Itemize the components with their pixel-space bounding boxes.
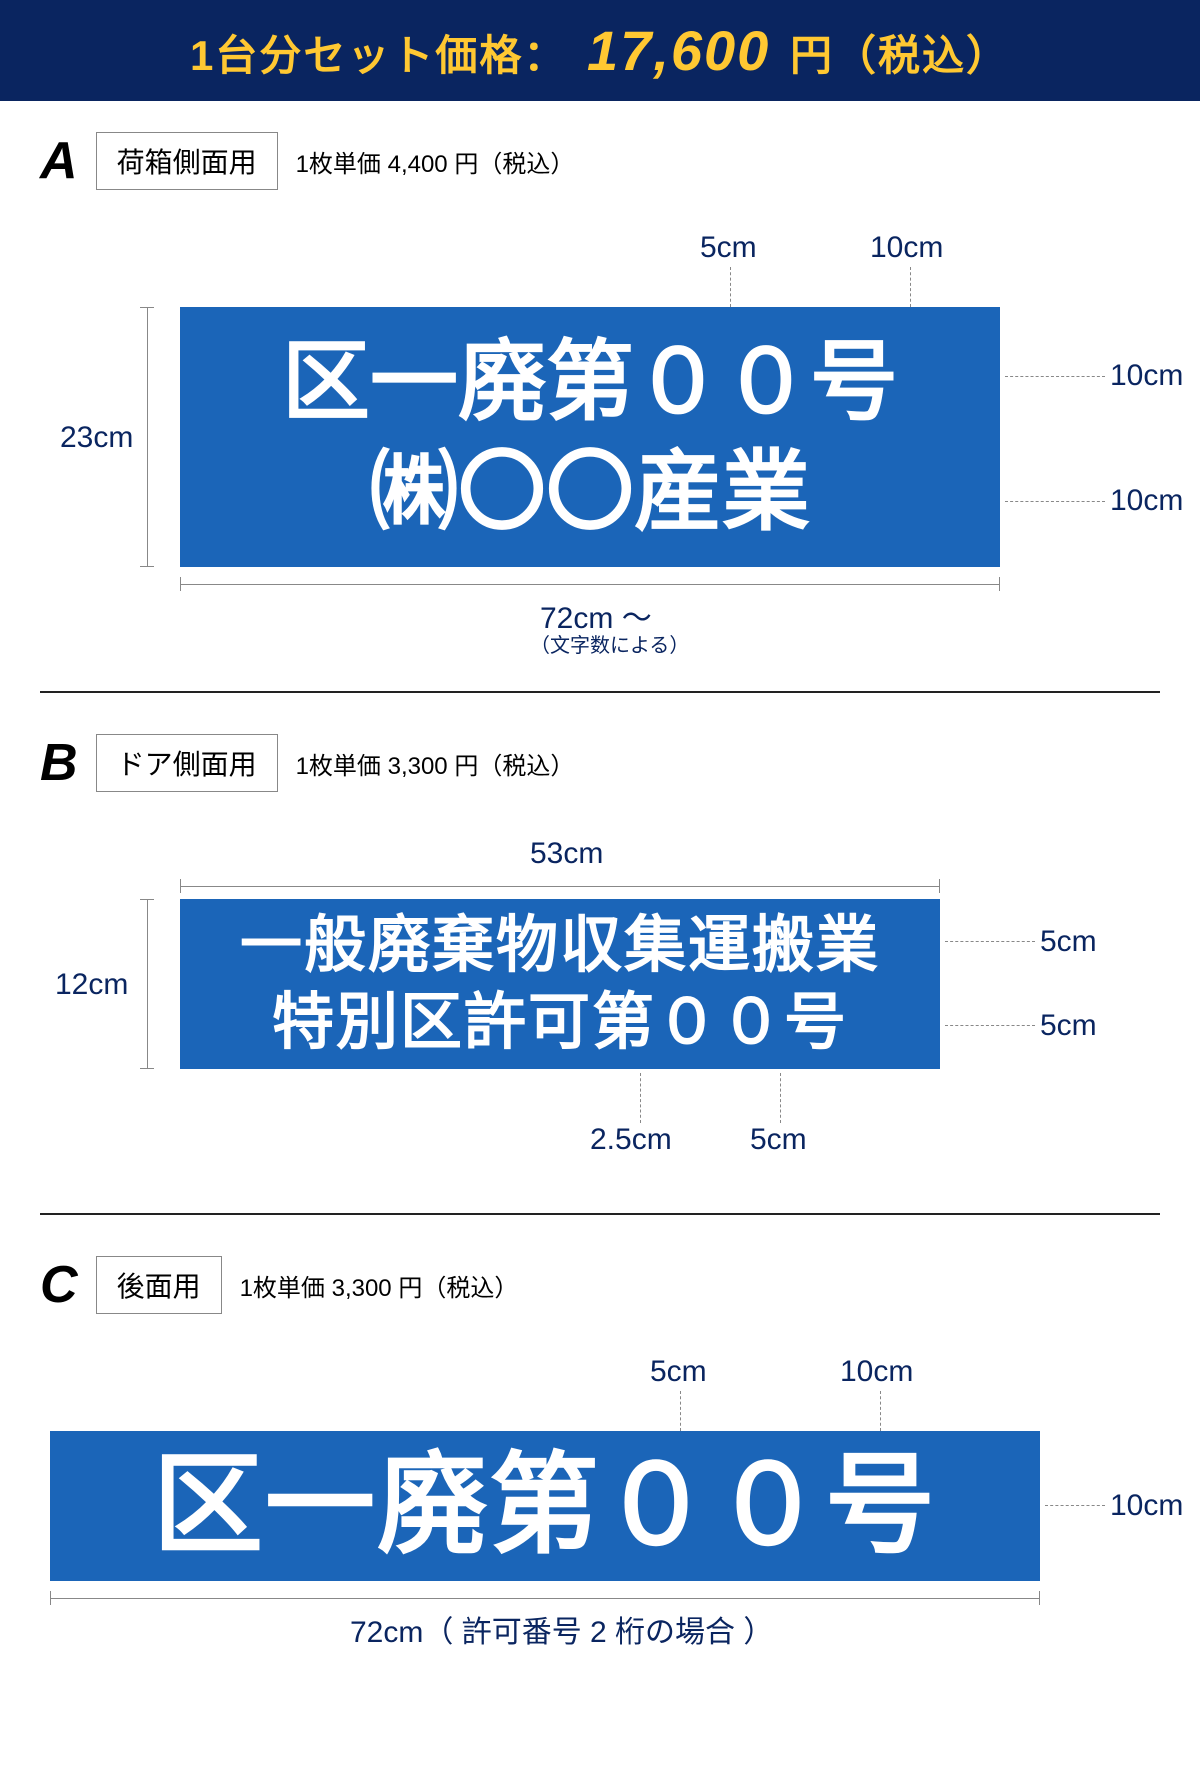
dim-a-width-note: （文字数による） (530, 629, 689, 658)
dim-b-bot-char: 5cm (750, 1123, 807, 1157)
guide-line (1005, 376, 1105, 377)
banner-price: 17,600 (587, 19, 770, 82)
plate-c-line1: 区一廃第００号 (153, 1451, 937, 1561)
diagram-a: 5cm 10cm 23cm 区一廃第００号 ㈱〇〇産業 10cm 10cm 72… (80, 231, 1160, 651)
dim-c-right1: 10cm (1110, 1489, 1183, 1523)
guide-line (730, 267, 731, 307)
section-b-unit-price: 1枚単価 3,300 円（税込） (296, 746, 575, 781)
dim-b-right1: 5cm (1040, 925, 1097, 959)
plate-b-line2: 特別区許可第００号 (272, 984, 848, 1062)
section-a-label: 荷箱側面用 (96, 132, 278, 190)
dim-bar-b-width (180, 879, 940, 893)
price-banner: 1台分セット価格： 17,600 円（税込） (0, 0, 1200, 101)
dim-c-top-char: 10cm (840, 1355, 913, 1389)
guide-line (910, 267, 911, 307)
dim-c-width: 72cm（ 許可番号 2 桁の場合 ） (350, 1607, 773, 1651)
guide-line (680, 1391, 681, 1431)
dim-a-top-char: 10cm (870, 231, 943, 265)
section-a: A 荷箱側面用 1枚単価 4,400 円（税込） 5cm 10cm 23cm 区… (0, 101, 1200, 681)
dim-a-right1: 10cm (1110, 359, 1183, 393)
section-b-label: ドア側面用 (96, 734, 278, 792)
section-c-unit-price: 1枚単価 3,300 円（税込） (240, 1268, 519, 1303)
guide-line (640, 1073, 641, 1123)
plate-a: 区一廃第００号 ㈱〇〇産業 (180, 307, 1000, 567)
guide-line (945, 941, 1035, 942)
section-c: C 後面用 1枚単価 3,300 円（税込） 5cm 10cm 区一廃第００号 … (0, 1225, 1200, 1685)
diagram-c: 5cm 10cm 区一廃第００号 10cm 72cm（ 許可番号 2 桁の場合 … (50, 1355, 1160, 1655)
plate-a-line2: ㈱〇〇産業 (370, 437, 810, 547)
section-c-label: 後面用 (96, 1256, 222, 1314)
dim-c-top-gap: 5cm (650, 1355, 707, 1389)
guide-line (1045, 1505, 1105, 1506)
divider (40, 691, 1160, 693)
dim-a-right2: 10cm (1110, 484, 1183, 518)
plate-b: 一般廃棄物収集運搬業 特別区許可第００号 (180, 899, 940, 1069)
section-a-unit-price: 1枚単価 4,400 円（税込） (296, 144, 575, 179)
dim-b-width: 53cm (530, 837, 603, 871)
dim-b-bot-gap: 2.5cm (590, 1123, 672, 1157)
section-a-header: A 荷箱側面用 1枚単価 4,400 円（税込） (40, 131, 1160, 191)
guide-line (780, 1073, 781, 1123)
dim-b-height: 12cm (55, 968, 128, 1002)
banner-suffix: 円（税込） (790, 32, 1010, 79)
plate-a-line1: 区一廃第００号 (282, 327, 898, 437)
dim-bar-c-width (50, 1591, 1040, 1605)
plate-c: 区一廃第００号 (50, 1431, 1040, 1581)
guide-line (945, 1025, 1035, 1026)
divider (40, 1213, 1160, 1215)
dim-bar-b-height (140, 899, 154, 1069)
dim-bar-a-height (140, 307, 154, 567)
section-c-header: C 後面用 1枚単価 3,300 円（税込） (40, 1255, 1160, 1315)
dim-bar-a-width (180, 577, 1000, 591)
section-b-header: B ドア側面用 1枚単価 3,300 円（税込） (40, 733, 1160, 793)
guide-line (1005, 501, 1105, 502)
dim-a-height: 23cm (60, 421, 133, 455)
guide-line (880, 1391, 881, 1431)
plate-b-line1: 一般廃棄物収集運搬業 (240, 907, 880, 985)
diagram-b: 53cm 12cm 一般廃棄物収集運搬業 特別区許可第００号 5cm 5cm 2… (80, 833, 1160, 1173)
section-a-letter: A (40, 131, 78, 191)
section-b-letter: B (40, 733, 78, 793)
dim-a-top-gap: 5cm (700, 231, 757, 265)
dim-b-right2: 5cm (1040, 1009, 1097, 1043)
section-b: B ドア側面用 1枚単価 3,300 円（税込） 53cm 12cm 一般廃棄物… (0, 703, 1200, 1203)
banner-prefix: 1台分セット価格： (190, 32, 567, 79)
section-c-letter: C (40, 1255, 78, 1315)
